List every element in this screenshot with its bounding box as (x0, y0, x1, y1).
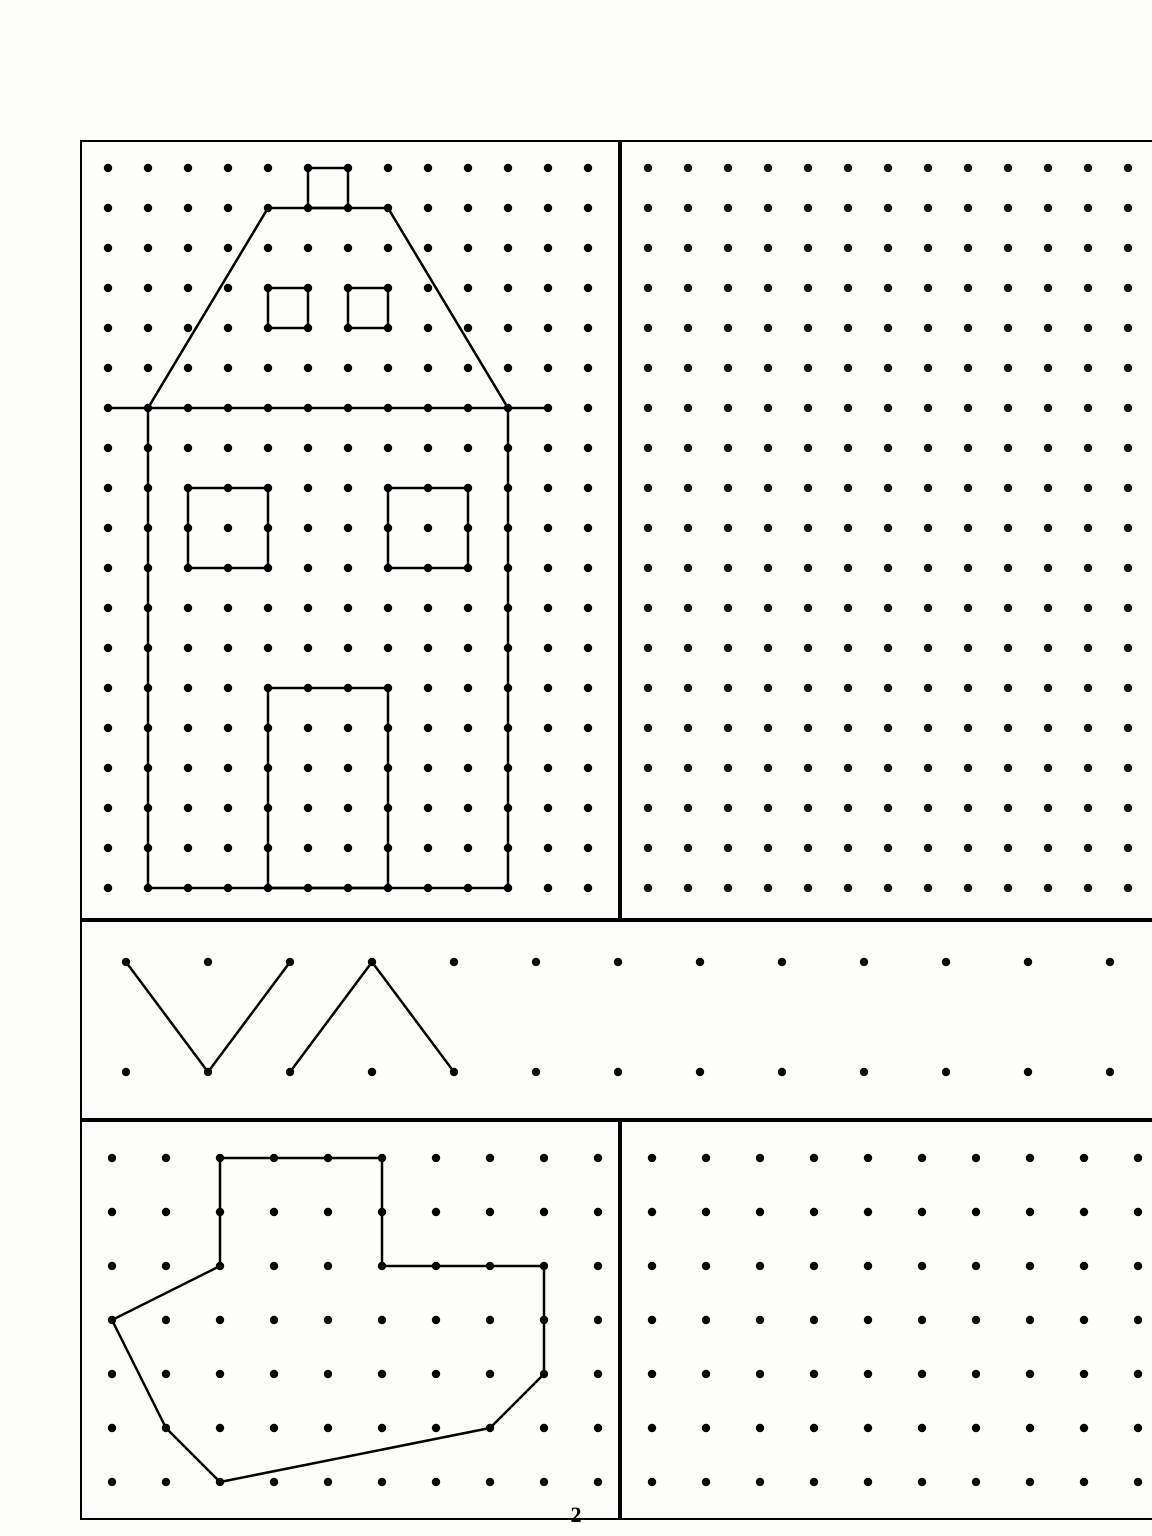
page-number: 2 (0, 1502, 1152, 1528)
panel-boot-blank (620, 1120, 1152, 1520)
panel-zigzag-strip (80, 920, 1152, 1120)
panel-house-example (80, 140, 620, 920)
panel-boot-example (80, 1120, 620, 1520)
worksheet-page: 2 (0, 0, 1152, 1536)
panel-house-blank (620, 140, 1152, 920)
